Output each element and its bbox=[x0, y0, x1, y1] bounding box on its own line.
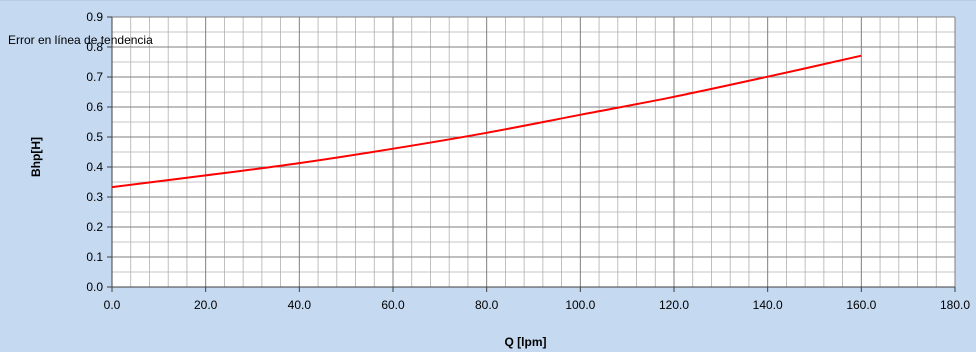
x-tick-label: 120.0 bbox=[659, 298, 689, 312]
y-tick-label: 0.5 bbox=[86, 130, 103, 144]
y-tick-label: 0.3 bbox=[86, 190, 103, 204]
x-tick-label: 140.0 bbox=[753, 298, 783, 312]
x-tick-labels: 0.0 20.0 40.0 60.0 80.0 100.0 120.0 140.0 160.0 1… bbox=[104, 298, 971, 312]
x-axis-title: Q [lpm] bbox=[505, 335, 547, 349]
x-tick-label: 0.0 bbox=[104, 298, 121, 312]
y-tick-label: 0.8 bbox=[86, 40, 103, 54]
y-tick-label: 0.4 bbox=[86, 160, 103, 174]
y-tick-label: 0.0 bbox=[86, 280, 103, 294]
x-tick-label: 20.0 bbox=[194, 298, 218, 312]
trendline-error-annotation: Error en línea de tendencia bbox=[8, 33, 153, 47]
y-axis-title: Bhp[H] bbox=[29, 137, 43, 177]
y-tick-label: 0.7 bbox=[86, 70, 103, 84]
y-tick-label: 0.9 bbox=[86, 10, 103, 24]
x-tick-label: 40.0 bbox=[288, 298, 312, 312]
series-layer bbox=[111, 54, 862, 189]
y-tick-label: 0.2 bbox=[86, 220, 103, 234]
x-tick-label: 80.0 bbox=[475, 298, 499, 312]
minor-gridlines bbox=[112, 17, 955, 287]
y-tick-label: 0.1 bbox=[86, 250, 103, 264]
x-tick-label: 160.0 bbox=[846, 298, 876, 312]
axes bbox=[107, 16, 956, 292]
x-tick-label: 60.0 bbox=[381, 298, 405, 312]
x-tick-label: 100.0 bbox=[565, 298, 595, 312]
x-tick-label: 180.0 bbox=[940, 298, 970, 312]
series-line-0 bbox=[111, 54, 862, 189]
major-gridlines bbox=[111, 16, 956, 288]
y-tick-labels: 0.0 0.1 0.2 0.3 0.4 0.5 0.6 0.7 0.8 0.9 bbox=[86, 10, 103, 294]
y-tick-label: 0.6 bbox=[86, 100, 103, 114]
